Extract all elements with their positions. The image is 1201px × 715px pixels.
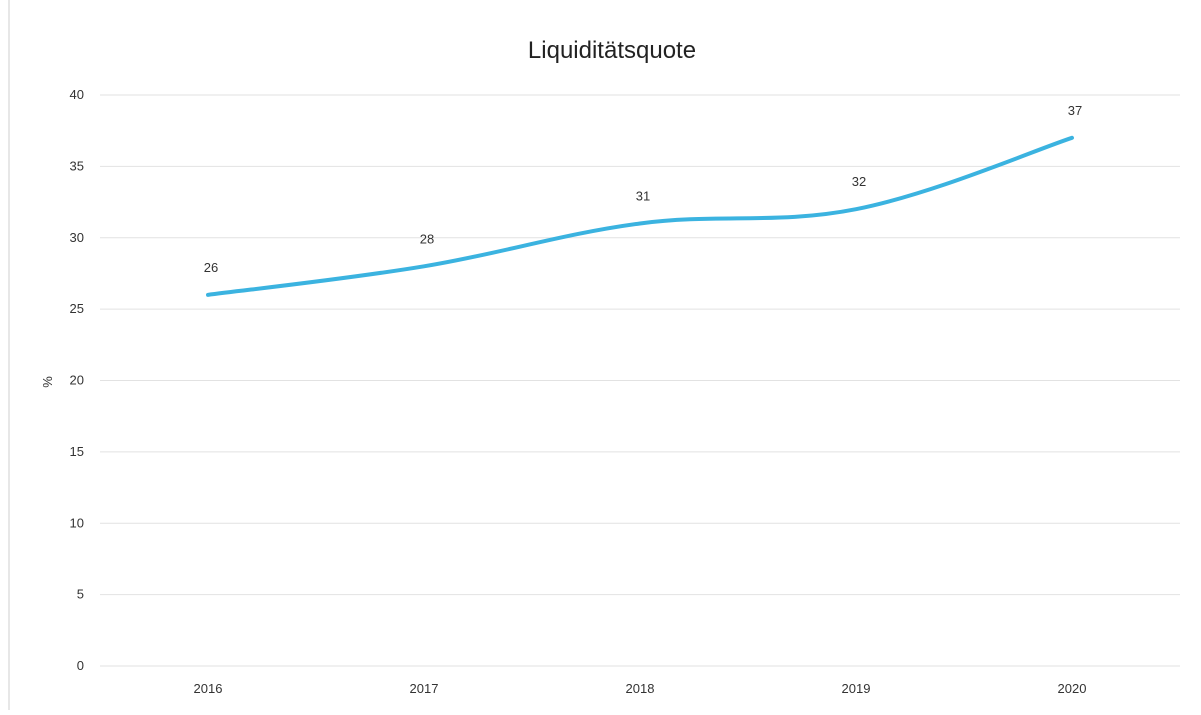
- x-tick-label: 2016: [194, 681, 223, 696]
- y-tick-label: 35: [70, 158, 84, 173]
- chart-title: Liquiditätsquote: [528, 37, 696, 64]
- y-tick-label: 10: [70, 515, 84, 530]
- y-tick-label: 25: [70, 301, 84, 316]
- data-point: [422, 264, 426, 268]
- data-labels: 26 28 31 32 37: [204, 103, 1082, 275]
- y-axis-ticks: 0 5 10 15 20 25 30 35 40: [70, 87, 84, 673]
- y-tick-label: 15: [70, 444, 84, 459]
- data-label: 37: [1068, 103, 1082, 118]
- x-axis-ticks: 2016 2017 2018 2019 2020: [194, 681, 1087, 696]
- grid-lines: [100, 94, 1180, 667]
- data-label: 26: [204, 260, 218, 275]
- y-tick-label: 0: [77, 658, 84, 673]
- y-tick-label: 40: [70, 87, 84, 102]
- data-label: 31: [636, 188, 650, 203]
- y-tick-label: 20: [70, 373, 84, 388]
- x-tick-label: 2018: [626, 681, 655, 696]
- x-tick-label: 2020: [1058, 681, 1087, 696]
- x-tick-label: 2017: [410, 681, 439, 696]
- y-axis-title: %: [40, 376, 55, 388]
- x-tick-label: 2019: [842, 681, 871, 696]
- series-line: [206, 135, 1074, 297]
- y-tick-label: 30: [70, 230, 84, 245]
- data-label: 28: [420, 231, 434, 246]
- data-label: 32: [852, 174, 866, 189]
- data-point: [854, 207, 858, 211]
- series-group: [206, 135, 1074, 297]
- data-point: [1070, 136, 1074, 140]
- data-point: [206, 293, 210, 297]
- data-point: [638, 221, 642, 225]
- y-tick-label: 5: [77, 587, 84, 602]
